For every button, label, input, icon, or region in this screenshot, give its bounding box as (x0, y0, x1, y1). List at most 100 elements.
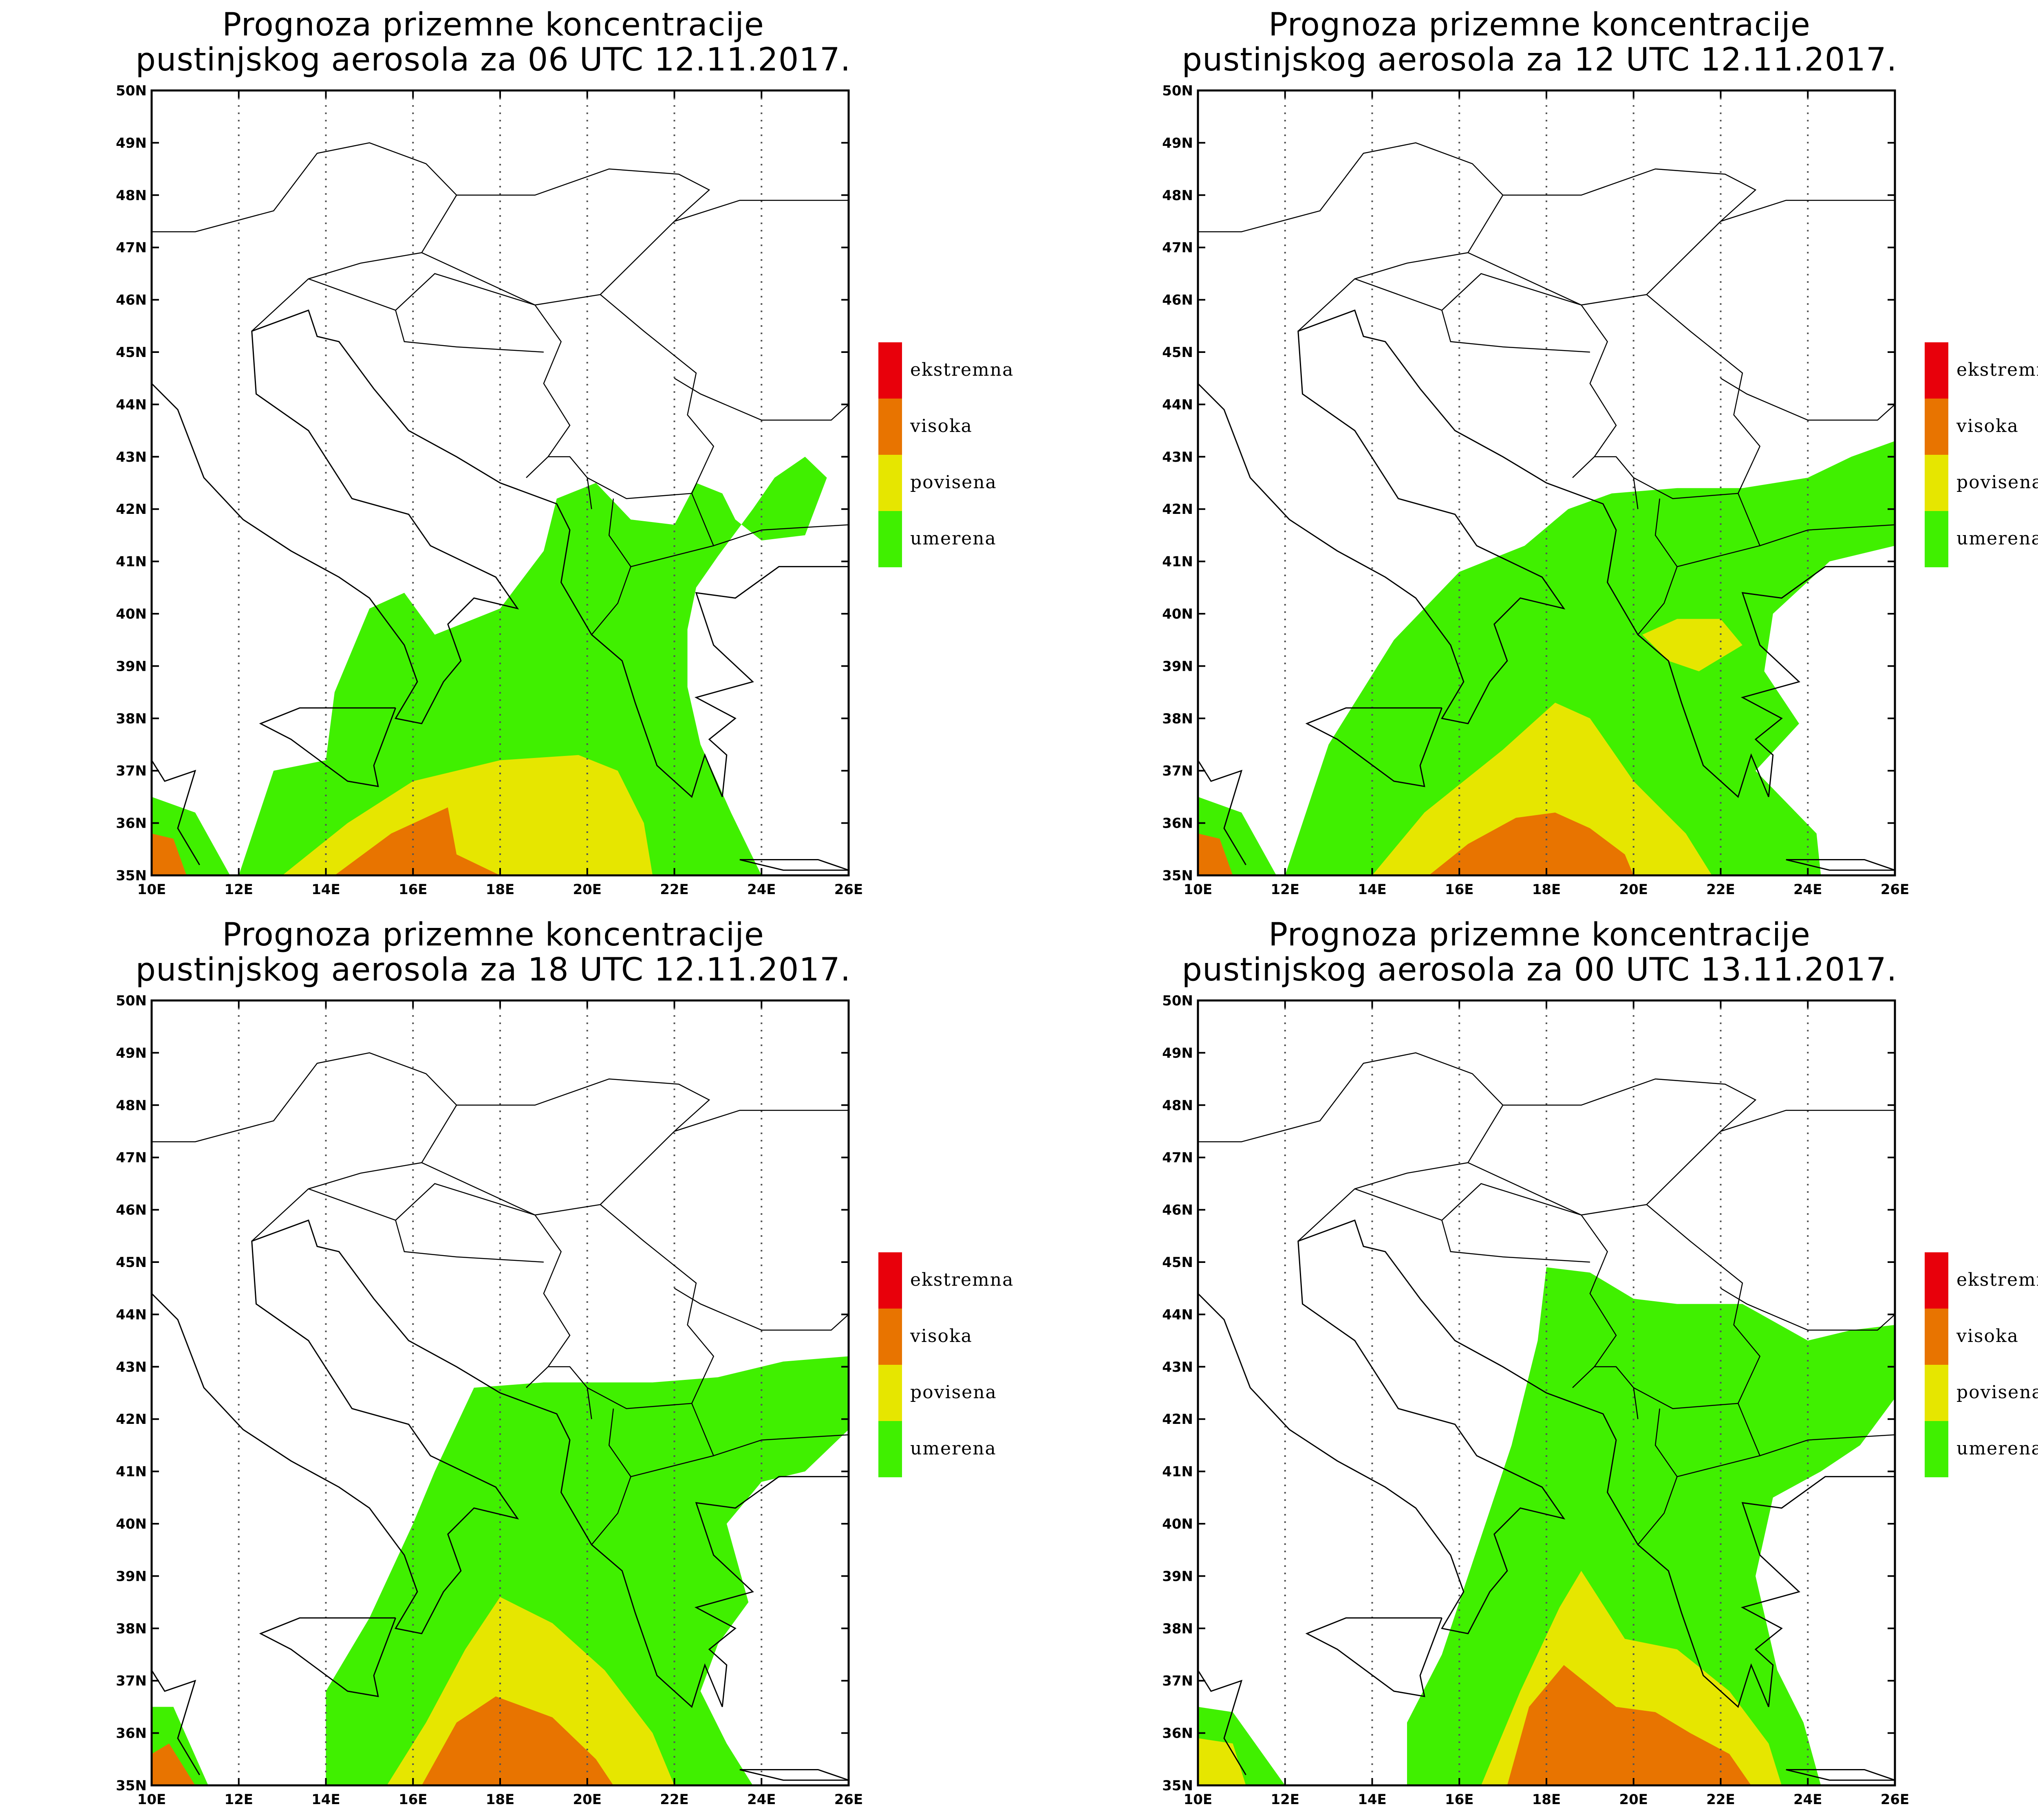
country-border (608, 1403, 715, 1477)
country-border (587, 478, 592, 509)
country-border (1441, 1220, 1590, 1263)
coastline (259, 707, 396, 787)
legend-label: umerena (1956, 1438, 2038, 1459)
x-tick-label: 10E (1184, 1791, 1213, 1808)
y-tick-label: 49N (116, 135, 147, 151)
legend-swatch (1925, 1309, 1948, 1365)
y-tick-label: 39N (116, 658, 147, 674)
coastline (739, 1769, 849, 1781)
country-border (591, 566, 631, 635)
legend-item-visoka: visoka (1925, 399, 2038, 455)
legend-item-ekstremna: ekstremna (1925, 342, 2038, 399)
legend-label: povisena (1956, 1382, 2038, 1403)
y-tick-label: 41N (1162, 554, 1193, 570)
y-tick-label: 42N (1162, 1411, 1193, 1428)
y-tick-label: 36N (116, 1725, 147, 1742)
y-tick-label: 47N (116, 1150, 147, 1166)
y-tick-label: 43N (116, 449, 147, 465)
country-border (395, 310, 544, 353)
y-tick-label: 37N (116, 763, 147, 779)
coastline (1198, 1670, 1246, 1776)
country-border (308, 1183, 571, 1388)
zone-visoka (152, 833, 187, 875)
zone-umerena (152, 456, 827, 875)
legend-label: ekstremna (910, 359, 1014, 380)
x-tick-label: 16E (1445, 881, 1474, 898)
x-tick-label: 24E (747, 1791, 776, 1808)
country-border (1441, 310, 1590, 353)
legend-item-visoka: visoka (1925, 1309, 2038, 1365)
legend-label: visoka (910, 416, 973, 436)
country-border (713, 524, 849, 546)
panel-title: Prognoza prizemne koncentracije pustinjs… (135, 7, 851, 78)
country-border (674, 1110, 849, 1132)
map-panel-3: Prognoza prizemne koncentracije pustinjs… (0, 910, 1046, 1820)
x-tick-label: 12E (224, 1791, 253, 1808)
zone-visoka (152, 1743, 195, 1785)
legend-label: umerena (910, 528, 997, 549)
legend-label: ekstremna (910, 1269, 1014, 1290)
coastline (1198, 1219, 1895, 1708)
legend-item-ekstremna: ekstremna (878, 1252, 1050, 1309)
country-border (1468, 1078, 1757, 1216)
legend-label: povisena (910, 472, 997, 493)
x-tick-label: 16E (399, 1791, 428, 1808)
legend-label: visoka (1956, 416, 2019, 436)
y-tick-label: 40N (116, 1516, 147, 1532)
x-tick-label: 18E (1532, 881, 1561, 898)
x-tick-label: 20E (1619, 881, 1648, 898)
coastline (152, 1219, 849, 1708)
y-tick-label: 49N (1162, 1045, 1193, 1061)
zone-povisena (282, 755, 653, 875)
legend-item-umerena: umerena (1925, 1421, 2038, 1477)
legend-label: ekstremna (1956, 1269, 2038, 1290)
y-tick-label: 38N (116, 1621, 147, 1637)
country-border (1637, 1476, 1678, 1545)
coastline (739, 859, 849, 871)
x-tick-label: 14E (311, 1791, 340, 1808)
map-panel-4: Prognoza prizemne koncentracije pustinjs… (1046, 910, 2038, 1820)
y-tick-label: 50N (1162, 83, 1193, 99)
map-canvas: 10E 12E 14E 16E 18E 20E 22E 24E 26E 35N 36N 37N 38N 3… (1162, 83, 1909, 898)
y-tick-label: 39N (116, 1568, 147, 1584)
country-border (1633, 1388, 1639, 1419)
legend-swatch (878, 1309, 902, 1365)
country-border (1720, 200, 1895, 222)
y-tick-label: 44N (1162, 397, 1193, 413)
y-tick-label: 44N (116, 397, 147, 413)
coastline (1305, 1617, 1442, 1697)
legend-item-visoka: visoka (878, 1309, 1050, 1365)
y-tick-label: 41N (116, 554, 147, 570)
x-tick-label: 20E (573, 881, 602, 898)
legend-label: visoka (1956, 1326, 2019, 1346)
country-border (1198, 142, 1504, 332)
y-tick-label: 43N (1162, 1359, 1193, 1375)
legend-label: umerena (1956, 528, 2038, 549)
legend-swatch (1925, 1252, 1948, 1309)
coastline (1198, 760, 1246, 866)
y-tick-label: 46N (116, 1202, 147, 1218)
x-tick-label: 16E (1445, 1791, 1474, 1808)
legend-swatch (878, 511, 902, 567)
y-tick-label: 48N (116, 187, 147, 204)
y-tick-label: 36N (1162, 815, 1193, 832)
legend-label: umerena (910, 1438, 997, 1459)
x-tick-label: 24E (1793, 1791, 1822, 1808)
x-tick-label: 10E (137, 1791, 166, 1808)
x-tick-label: 12E (1270, 881, 1299, 898)
zone-visoka (334, 807, 500, 875)
country-border (713, 1434, 849, 1456)
country-border (1637, 566, 1678, 635)
x-tick-label: 14E (311, 881, 340, 898)
zone-povisena (1642, 619, 1742, 672)
legend-label: visoka (910, 1326, 973, 1346)
y-tick-label: 37N (1162, 1673, 1193, 1689)
legend-swatch (1925, 511, 1948, 567)
coastline (259, 1617, 396, 1697)
zone-povisena (1198, 1738, 1246, 1785)
y-tick-label: 44N (1162, 1307, 1193, 1323)
x-tick-label: 20E (1619, 1791, 1648, 1808)
y-tick-label: 40N (116, 606, 147, 622)
x-tick-label: 26E (834, 881, 863, 898)
